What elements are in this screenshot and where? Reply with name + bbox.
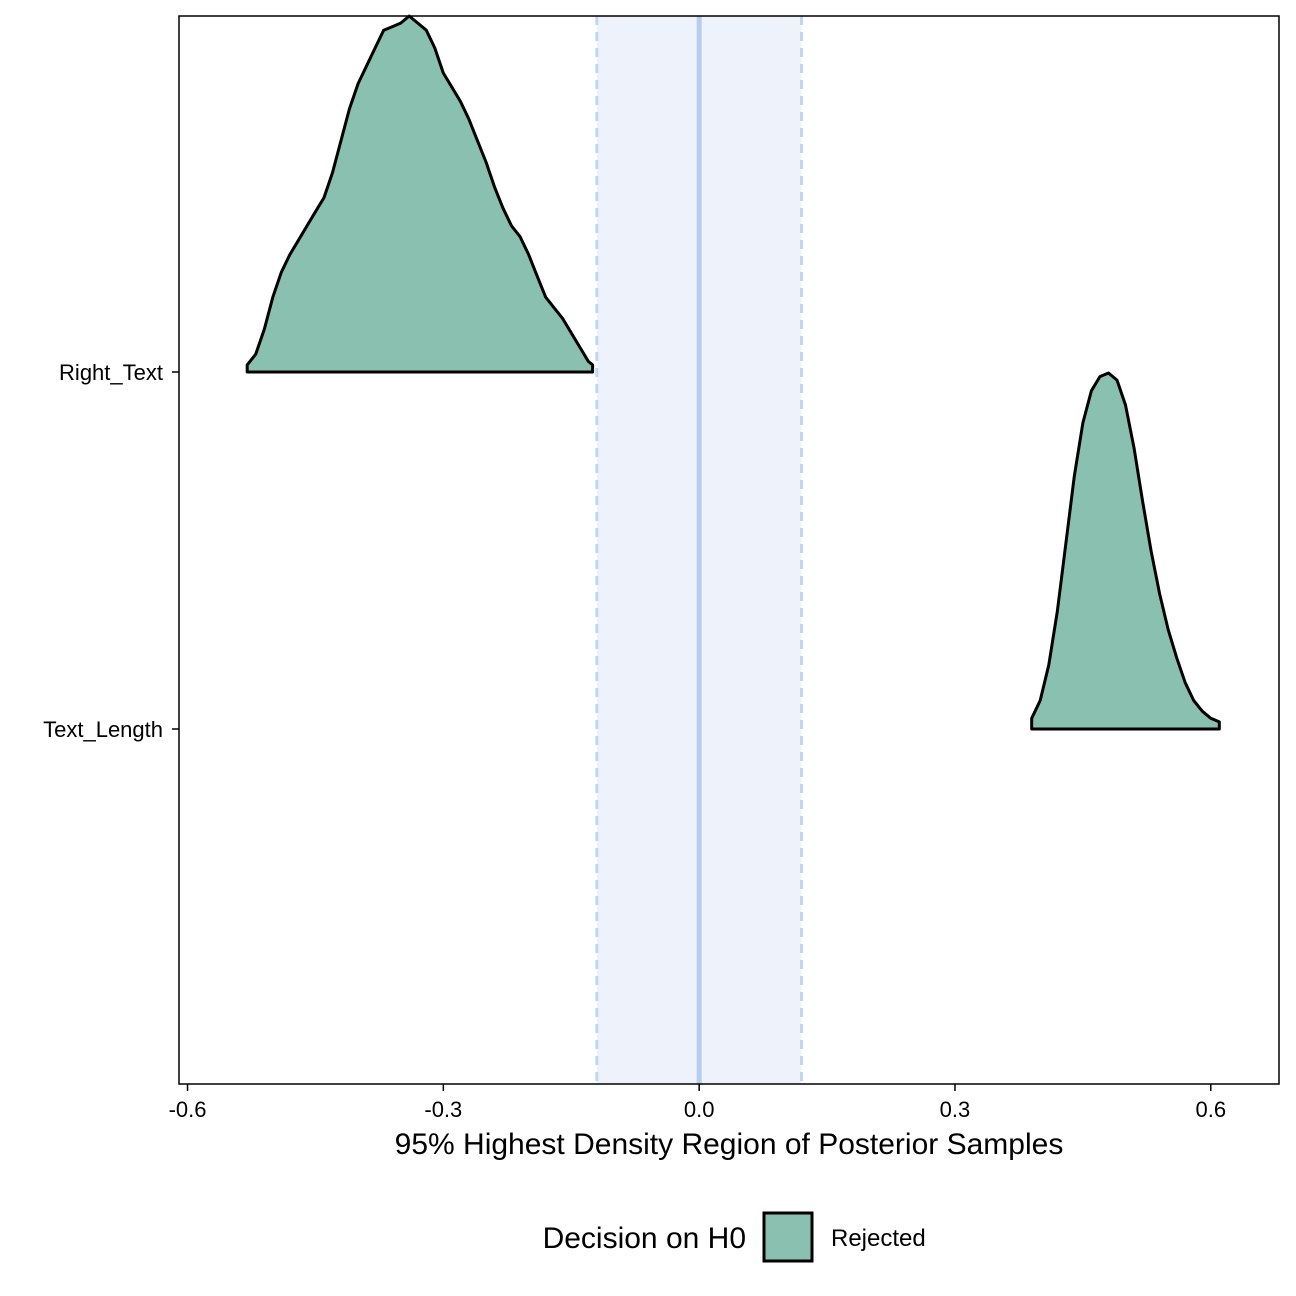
legend-title: Decision on H0: [543, 1222, 746, 1255]
y-tick-label: Right_Text: [59, 360, 163, 385]
x-tick-label: 0.3: [940, 1097, 971, 1122]
plot-frame: [178, 15, 1280, 1085]
y-axis: Right_Text Text_Length: [43, 360, 179, 742]
density-layer: [245, 14, 1221, 731]
density-text-length: [1030, 371, 1221, 731]
x-axis: -0.6 -0.3 0.0 0.3 0.6: [169, 1084, 1226, 1122]
density-right-text: [245, 14, 595, 374]
x-tick-label: -0.6: [169, 1097, 207, 1122]
x-tick-label: -0.3: [424, 1097, 462, 1122]
legend-key-rejected: [762, 1211, 814, 1263]
x-axis-title: 95% Highest Density Region of Posterior …: [395, 1128, 1064, 1161]
rope-region: [595, 16, 803, 1084]
legend-label-rejected: Rejected: [831, 1225, 926, 1252]
legend: Decision on H0 Rejected: [543, 1211, 926, 1263]
x-tick-label: 0.6: [1195, 1097, 1226, 1122]
y-tick-label: Text_Length: [43, 717, 163, 742]
x-tick-label: 0.0: [684, 1097, 715, 1122]
